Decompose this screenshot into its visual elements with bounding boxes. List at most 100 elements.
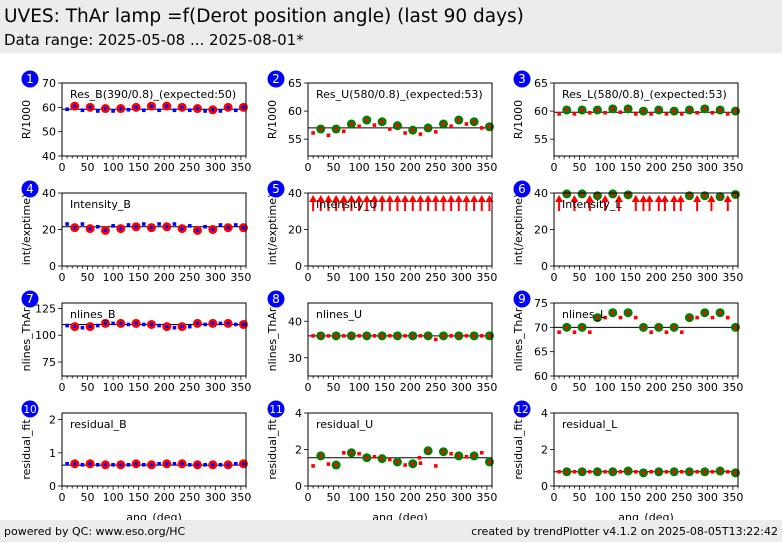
data-point-small (725, 315, 730, 320)
data-point-inner (733, 471, 738, 475)
panel-number-text: 6 (518, 182, 526, 196)
data-point-inner (395, 460, 400, 464)
y-tick-label: 65 (534, 77, 548, 90)
data-point-small (449, 124, 453, 129)
x-tick-label: 50 (81, 381, 95, 394)
panel-number-badge (513, 70, 531, 88)
data-point-inner (380, 456, 384, 461)
data-point-small (664, 469, 669, 474)
data-point-inner (364, 334, 369, 338)
data-point-small (111, 224, 115, 228)
x-tick-label: 350 (722, 161, 743, 174)
data-point-inner (241, 322, 246, 327)
y-axis-label: int(/exptime) (512, 194, 525, 266)
data-point-small (357, 451, 361, 456)
panel-label: Intensity_U (316, 198, 377, 211)
x-tick-label: 150 (128, 491, 149, 504)
data-point-small (357, 334, 361, 338)
data-point-inner (456, 118, 461, 122)
data-point-small (557, 330, 561, 334)
data-point-small (464, 122, 469, 126)
data-point-small (372, 334, 377, 338)
data-point-small (326, 462, 331, 466)
data-point-small (141, 462, 146, 467)
x-tick-label: 350 (230, 271, 251, 284)
data-point-inner (88, 226, 92, 231)
data-point-small (479, 450, 484, 455)
data-point-inner (103, 228, 108, 233)
data-point-small (418, 132, 423, 136)
x-tick-label: 200 (400, 271, 421, 284)
x-tick-label: 50 (573, 271, 587, 284)
x-tick-label: 50 (81, 491, 95, 504)
x-tick-label: 300 (205, 491, 226, 504)
chart-panel-6: 0 50 100 150 200 250 300 350 0 20 40 Intensity_L int… (512, 180, 743, 284)
data-point-inner (641, 471, 646, 475)
data-point-inner (395, 334, 400, 338)
data-point-small (218, 223, 223, 227)
data-point-inner (118, 106, 123, 111)
data-point-small (449, 334, 453, 338)
offscale-arrow-head (670, 195, 679, 202)
offscale-arrow-head (693, 195, 702, 202)
data-point-small (218, 109, 223, 113)
data-point-small (218, 321, 223, 326)
data-point-inner (318, 334, 323, 338)
x-tick-label: 300 (697, 161, 718, 174)
x-tick-label: 300 (697, 271, 718, 284)
data-point-small (126, 322, 131, 327)
data-point-inner (564, 108, 569, 112)
x-tick-label: 350 (722, 381, 743, 394)
x-tick-label: 250 (179, 491, 200, 504)
data-point-inner (656, 325, 661, 330)
panel-label: Intensity_L (562, 198, 622, 211)
data-point-inner (595, 193, 600, 198)
x-tick-label: 200 (154, 161, 175, 174)
panel-number-text: 8 (272, 292, 280, 306)
x-tick-label: 0 (59, 381, 66, 394)
data-point-inner (134, 224, 138, 229)
data-point-inner (641, 109, 646, 113)
data-point-small (464, 334, 469, 338)
offscale-arrow-head (477, 195, 486, 202)
data-point-small (203, 109, 207, 113)
x-tick-label: 350 (722, 271, 743, 284)
data-point-small (618, 110, 623, 114)
offscale-arrow-head (431, 195, 440, 202)
data-point-inner (626, 469, 630, 473)
offscale-arrow-head (355, 195, 364, 202)
data-point-inner (72, 461, 77, 466)
plot-area (308, 446, 494, 470)
data-point-small (126, 223, 131, 227)
data-point-small (311, 334, 315, 338)
y-axis-label: nlines_ThAr (266, 307, 279, 371)
y-axis-label: R/1000 (20, 100, 33, 139)
x-tick-label: 100 (349, 491, 370, 504)
panel-number-text: 4 (26, 182, 34, 196)
y-tick-label: 4 (295, 407, 302, 420)
data-point-small (157, 222, 161, 226)
data-point-inner (380, 119, 384, 124)
data-point-inner (626, 310, 630, 315)
y-tick-label: 0 (49, 260, 56, 273)
offscale-arrow-head (339, 195, 348, 202)
panel-number-badge (267, 290, 285, 308)
data-point-inner (118, 462, 123, 467)
data-point-small (187, 224, 192, 228)
offscale-arrow-head (401, 195, 410, 202)
y-axis-label: R/1000 (266, 100, 279, 139)
data-point-inner (88, 461, 92, 466)
data-point-small (603, 110, 607, 115)
data-point-small (311, 131, 315, 135)
data-point-inner (180, 324, 184, 329)
x-tick-label: 200 (646, 491, 667, 504)
data-point-inner (564, 469, 569, 474)
data-point-inner (580, 108, 584, 112)
data-point-inner (610, 107, 615, 111)
data-point-small (387, 127, 392, 131)
x-tick-label: 100 (595, 161, 616, 174)
x-tick-label: 150 (620, 381, 641, 394)
offscale-arrow-head (309, 195, 318, 202)
data-point-small (357, 124, 361, 129)
data-point-inner (672, 109, 676, 113)
